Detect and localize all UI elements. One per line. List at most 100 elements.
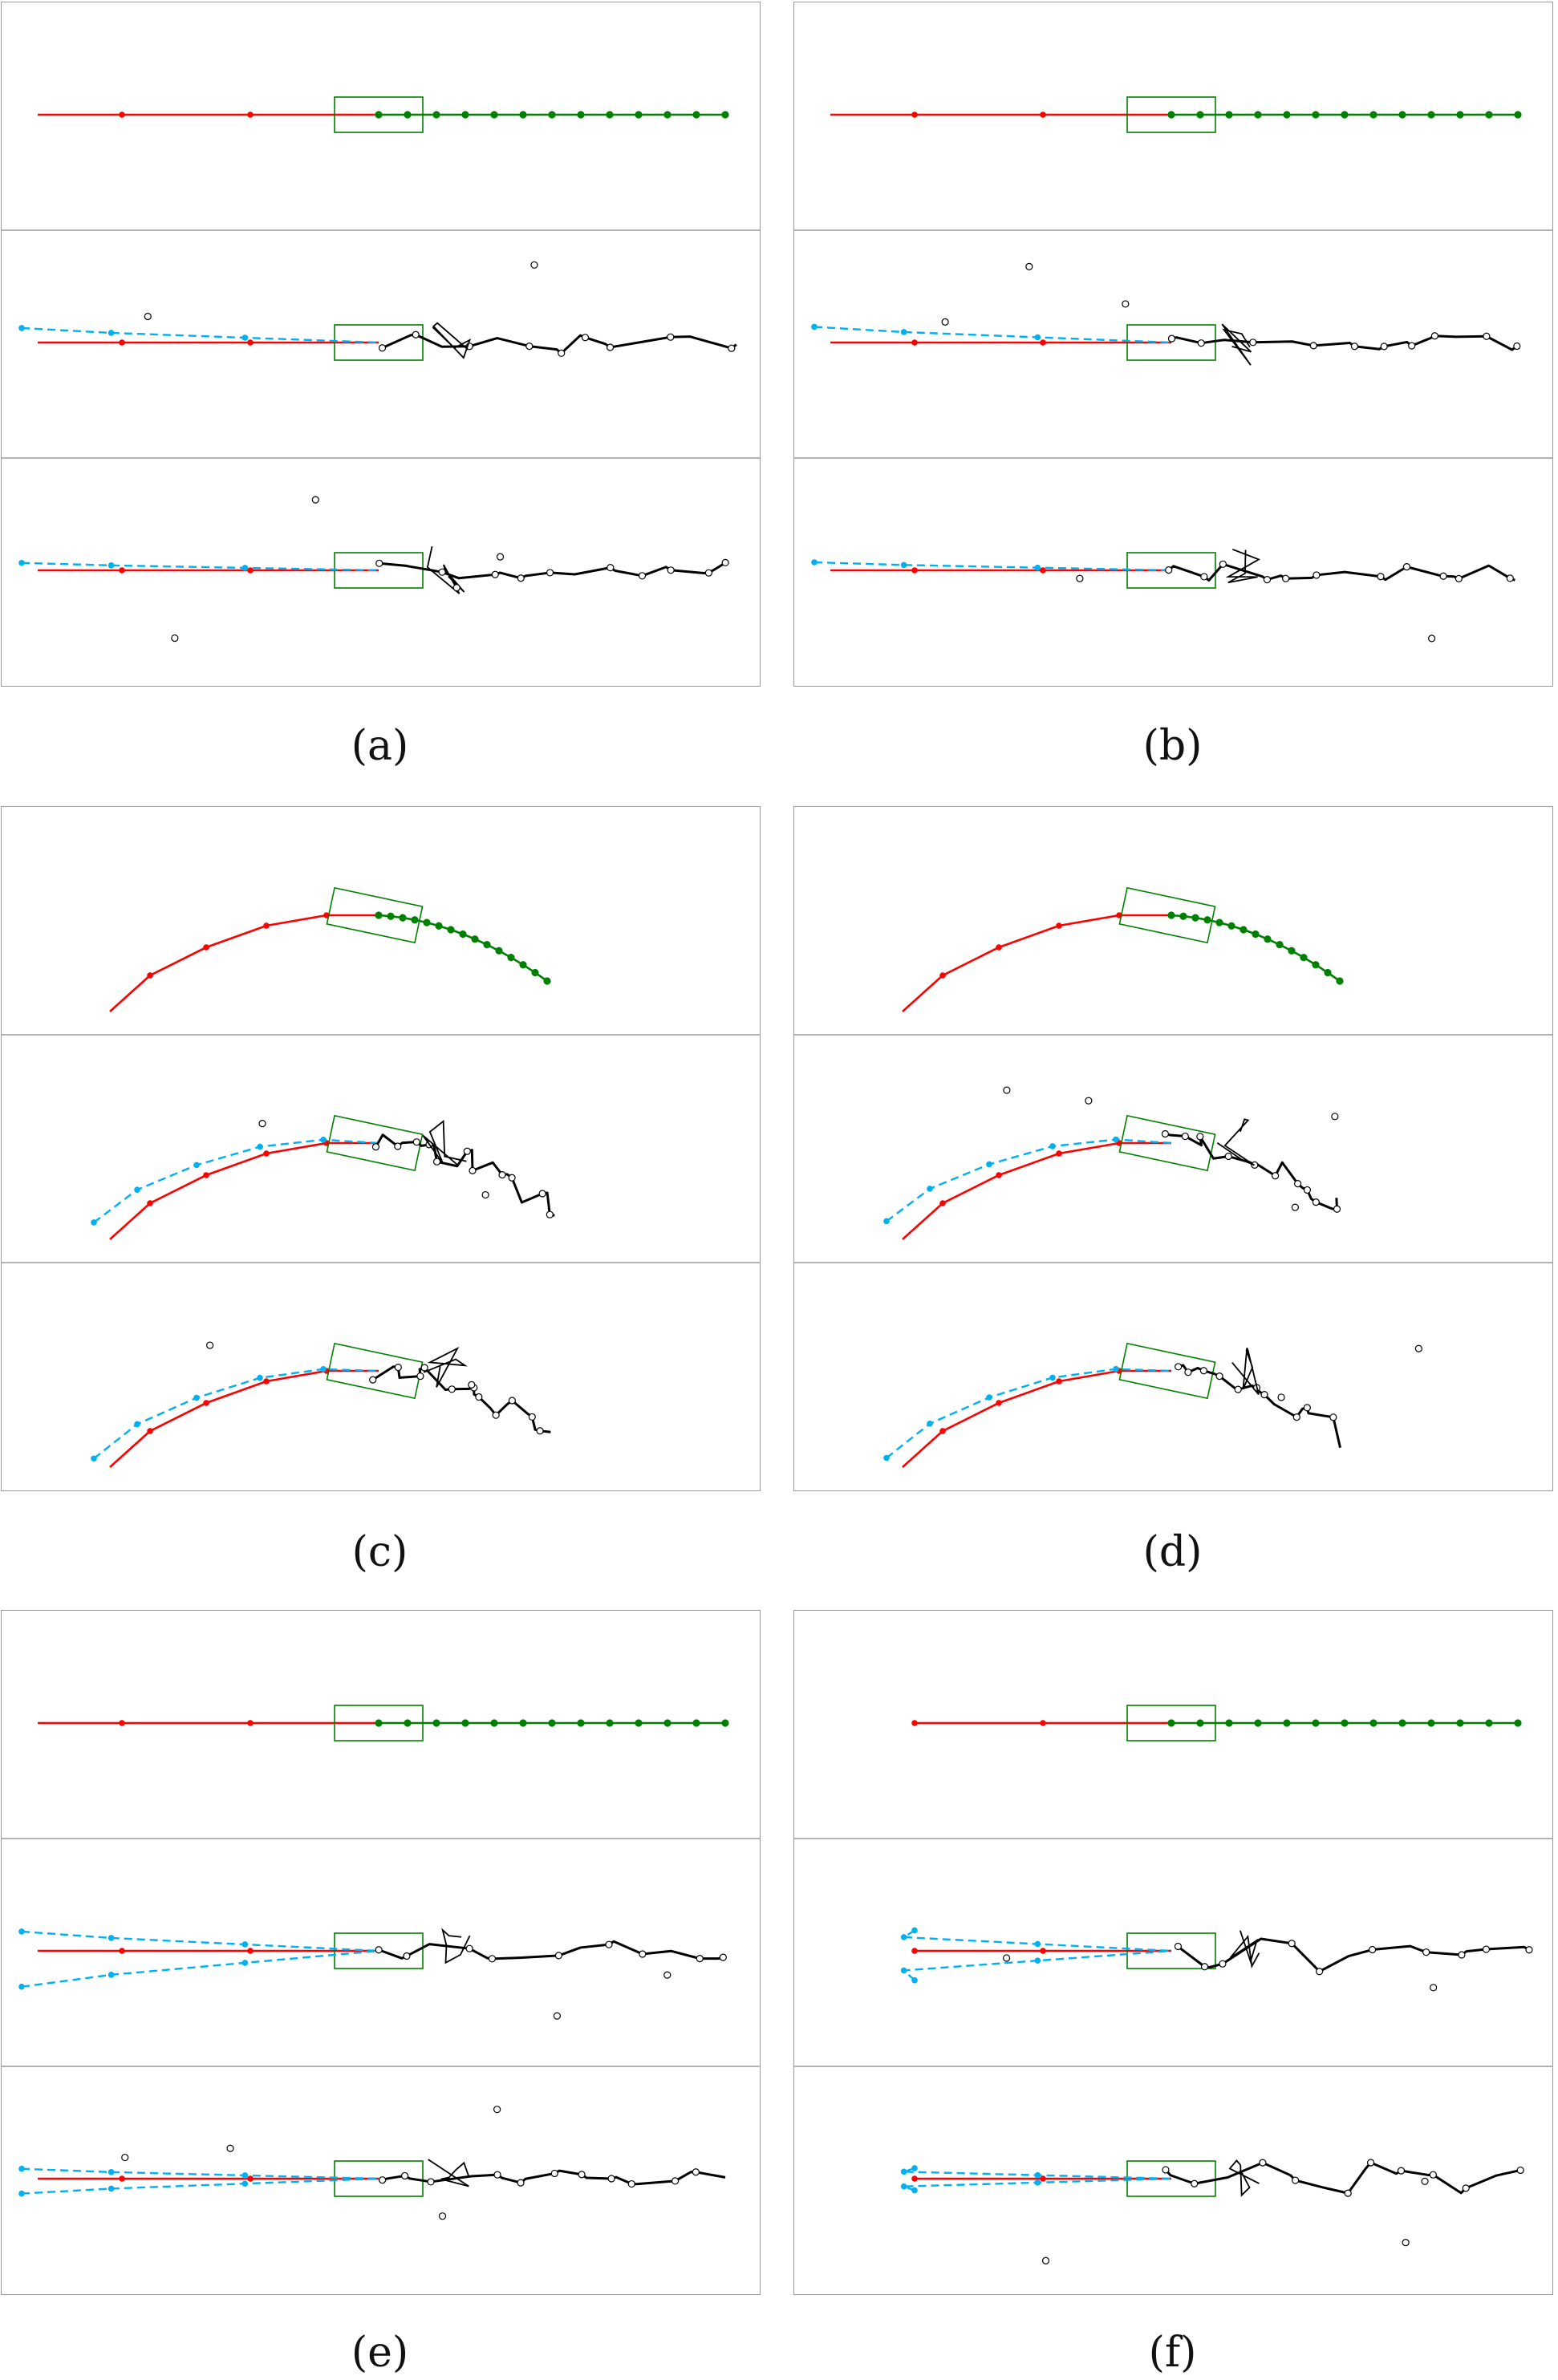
- particle-point: [1422, 1948, 1430, 1956]
- future-point: [490, 111, 498, 119]
- particle-point: [1197, 339, 1205, 347]
- predicted-point: [927, 1420, 933, 1427]
- predicted-point: [900, 2168, 907, 2175]
- predicted-point: [900, 562, 907, 569]
- panel-caption: (c): [351, 1528, 408, 1576]
- particle-point: [1191, 2179, 1199, 2187]
- future-point: [1276, 941, 1284, 949]
- particle-point: [379, 2176, 387, 2184]
- future-point: [1264, 935, 1272, 943]
- future-point: [432, 1719, 440, 1727]
- panel-caption: (b): [1142, 722, 1203, 770]
- future-point: [1225, 111, 1233, 119]
- outlier-point: [496, 553, 505, 561]
- outlier-point: [258, 1120, 266, 1128]
- panel-caption: (a): [351, 722, 409, 770]
- particle-point: [1333, 1205, 1341, 1213]
- predicted-point: [18, 1983, 25, 1990]
- predicted-point: [134, 1421, 140, 1428]
- future-point: [1283, 111, 1291, 119]
- future-point: [577, 111, 585, 119]
- outlier-point: [438, 2212, 447, 2220]
- future-point: [1225, 1719, 1233, 1727]
- future-point: [577, 1719, 585, 1727]
- predicted-point: [1034, 2171, 1041, 2179]
- particle-point: [1200, 573, 1208, 581]
- particle-tangle: [1231, 1348, 1260, 1395]
- particle-point: [1196, 1133, 1204, 1141]
- particle-point: [394, 1364, 402, 1372]
- history-point: [911, 339, 918, 346]
- particle-point: [550, 2169, 558, 2178]
- particle-point: [546, 1210, 554, 1218]
- predicted-point: [257, 1374, 263, 1381]
- predicted-point: [241, 565, 249, 571]
- history-point: [939, 972, 946, 979]
- predicted-trajectory: [93, 1138, 379, 1223]
- predicted-trajectory: [900, 1929, 1172, 1952]
- figure-panel: [1, 1610, 761, 2295]
- particle-tangle: [1225, 548, 1261, 584]
- predicted-point: [91, 1455, 97, 1462]
- future-point: [375, 911, 383, 919]
- predicted-point: [108, 330, 115, 336]
- history-point: [1040, 1948, 1046, 1954]
- future-point: [1196, 111, 1204, 119]
- outlier-point: [1085, 1097, 1093, 1105]
- particle-point: [1408, 342, 1416, 350]
- particle-point: [546, 569, 554, 577]
- history-point: [119, 111, 125, 118]
- particle-point: [667, 333, 675, 341]
- agent-box: [1126, 1705, 1216, 1741]
- predicted-point: [1034, 564, 1041, 571]
- particle-point: [378, 344, 387, 352]
- particle-tangle: [1221, 323, 1252, 366]
- outlier-point: [1430, 1984, 1438, 1992]
- particle-point: [1234, 1385, 1242, 1393]
- particle-point: [1525, 1946, 1533, 1954]
- model-output-row: [2, 229, 760, 361]
- particle-point: [1402, 563, 1411, 571]
- future-point: [692, 1719, 700, 1727]
- future-point: [461, 111, 469, 119]
- particle-point: [1506, 574, 1514, 582]
- particle-point: [607, 564, 615, 572]
- history-point: [911, 1948, 918, 1954]
- outlier-point: [1414, 1344, 1422, 1352]
- particle-point: [525, 343, 534, 351]
- future-point: [1191, 914, 1199, 922]
- history-point: [1056, 1378, 1062, 1385]
- predicted-point: [108, 2185, 115, 2192]
- model-output-row: [794, 1262, 1552, 1468]
- future-point: [1240, 926, 1248, 934]
- predicted-point: [900, 1934, 907, 1940]
- predicted-point: [883, 1218, 890, 1225]
- future-point: [387, 912, 395, 920]
- history-point: [203, 1172, 209, 1178]
- future-point: [471, 935, 479, 943]
- agent-box: [1126, 96, 1216, 133]
- outlier-point: [663, 1971, 671, 1979]
- predicted-point: [811, 559, 818, 566]
- particle-point: [1199, 1367, 1207, 1375]
- particle-track: [371, 1365, 551, 1433]
- model-output-row: [794, 457, 1552, 643]
- outlier-point: [468, 1381, 476, 1389]
- particle-point: [1224, 1152, 1232, 1161]
- history-point: [1040, 1720, 1046, 1726]
- history-point: [911, 1720, 918, 1726]
- future-point: [606, 1719, 614, 1727]
- future-point: [375, 111, 383, 119]
- model-output-row: [2, 1262, 760, 1468]
- predicted-trajectory: [21, 1949, 379, 1988]
- future-point: [1398, 1719, 1406, 1727]
- particle-point: [538, 1190, 546, 1198]
- predicted-point: [986, 1394, 992, 1401]
- predicted-point: [241, 1960, 249, 1966]
- figure-panel: [1, 806, 761, 1491]
- panel-plot: [794, 1705, 1552, 2264]
- particle-point: [394, 1142, 402, 1150]
- particle-point: [1312, 1198, 1320, 1206]
- model-output-row: [2, 457, 760, 643]
- future-point: [1196, 1719, 1204, 1727]
